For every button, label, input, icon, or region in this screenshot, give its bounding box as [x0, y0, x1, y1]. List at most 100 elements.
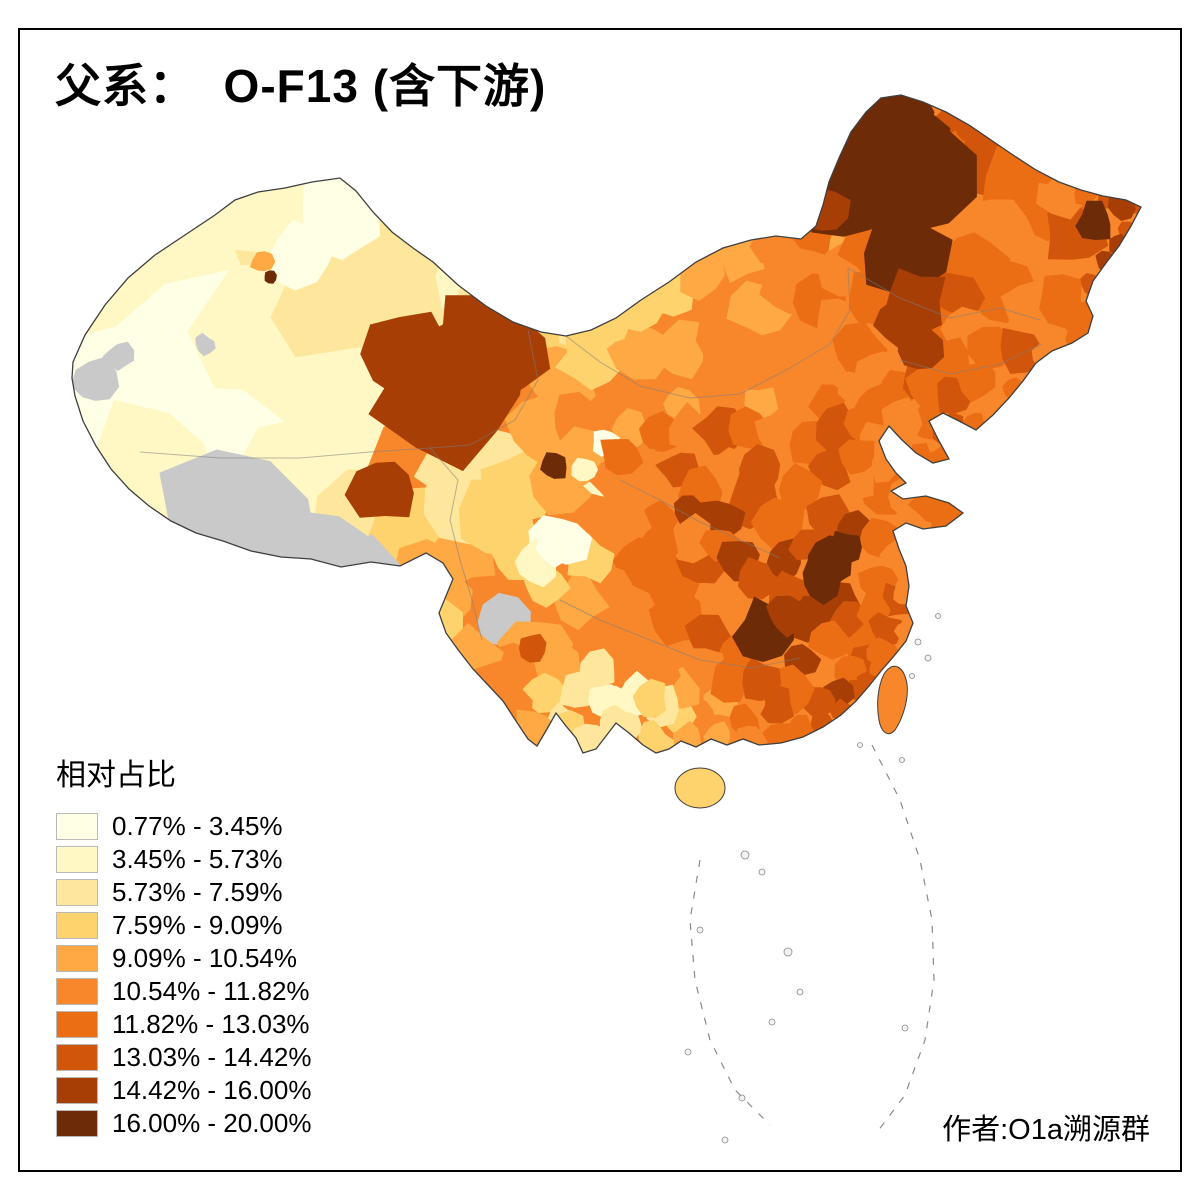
region-patch: [808, 620, 852, 660]
province-border: [899, 343, 1043, 375]
small-island: [857, 742, 863, 748]
region-patch: [864, 214, 953, 294]
small-island: [909, 673, 915, 679]
region-patch: [670, 513, 711, 564]
region-patch: [873, 292, 927, 350]
legend-item: 5.73% - 7.59%: [56, 876, 311, 909]
region-patch: [638, 720, 667, 753]
legend-item: 3.45% - 5.73%: [56, 843, 311, 876]
region-patch: [519, 633, 547, 663]
legend-swatch: [56, 846, 98, 873]
region-patch: [1000, 327, 1042, 374]
province-border: [469, 329, 539, 446]
author-credit: 作者:O1a溯源群: [942, 1114, 1150, 1146]
region-patch: [765, 595, 803, 638]
region-patch: [802, 558, 841, 605]
small-island: [924, 654, 932, 662]
region-patch: [838, 439, 875, 475]
legend-label: 9.09% - 10.54%: [112, 943, 298, 973]
region-patch: [268, 219, 338, 291]
legend-item: 7.59% - 9.09%: [56, 909, 311, 942]
region-patch: [437, 295, 514, 364]
small-island: [696, 926, 704, 934]
region-patch: [249, 251, 276, 271]
legend-label: 13.03% - 14.42%: [112, 1042, 312, 1072]
region-patch: [458, 478, 540, 558]
small-island: [758, 868, 766, 876]
province-border: [565, 267, 851, 399]
legend-label: 3.45% - 5.73%: [112, 844, 283, 874]
legend-swatch: [56, 813, 98, 840]
small-island: [935, 613, 941, 619]
region-patch: [668, 402, 710, 452]
legend-swatch: [56, 978, 98, 1005]
choropleth-layer: [72, 95, 1141, 753]
region-patch: [571, 457, 599, 482]
region-patch: [632, 678, 667, 719]
province-border: [559, 599, 801, 669]
sea-dash-line: [871, 744, 935, 1136]
legend-label: 7.59% - 9.09%: [112, 910, 283, 940]
legend-item: 0.77% - 3.45%: [56, 810, 311, 843]
legend: 相对占比 0.77% - 3.45% 3.45% - 5.73% 5.73% - 7…: [56, 750, 311, 1140]
region-patch: [1075, 200, 1111, 240]
region-patch: [829, 530, 862, 564]
region-patch: [778, 463, 823, 510]
legend-item: 9.09% - 10.54%: [56, 942, 311, 975]
region-patch: [967, 326, 1013, 370]
region-patch: [535, 523, 574, 568]
small-island: [684, 1048, 692, 1056]
legend-swatch: [56, 879, 98, 906]
region-patch: [733, 725, 762, 753]
legend-item: 11.82% - 13.03%: [56, 1008, 311, 1041]
sea-dash-line: [689, 859, 771, 1126]
legend-swatch: [56, 912, 98, 939]
small-island: [768, 1018, 776, 1026]
region-patch: [651, 319, 705, 380]
legend-title: 相对占比: [56, 759, 176, 792]
small-island: [740, 850, 750, 860]
region-patch: [195, 332, 216, 357]
region-patch: [264, 270, 277, 284]
province-border: [429, 447, 483, 641]
region-patch: [958, 360, 996, 403]
small-island: [914, 638, 922, 646]
legend-label: 0.77% - 3.45%: [112, 811, 283, 841]
region-patch: [360, 311, 447, 397]
map-layers: [71, 94, 1142, 1144]
region-patch: [530, 261, 595, 331]
small-island: [796, 988, 804, 996]
legend-item: 13.03% - 14.42%: [56, 1041, 311, 1074]
province-border: [847, 267, 1041, 321]
small-island: [899, 757, 905, 763]
legend-item: 14.42% - 16.00%: [56, 1074, 311, 1107]
region-patch: [540, 452, 567, 479]
legend-swatch: [56, 1044, 98, 1071]
region-patch: [893, 584, 913, 605]
map-title: 父系： O-F13 (含下游): [55, 60, 547, 112]
legend-item: 10.54% - 11.82%: [56, 975, 311, 1008]
province-border: [619, 479, 781, 559]
small-island: [721, 1136, 729, 1144]
legend-swatch: [56, 1110, 98, 1137]
legend-label: 11.82% - 13.03%: [112, 1009, 310, 1039]
region-patch: [72, 356, 120, 401]
region-patch: [600, 439, 644, 476]
taiwan-island: [877, 665, 908, 735]
region-patch: [638, 523, 679, 567]
legend-label: 16.00% - 20.00%: [112, 1108, 312, 1138]
region-patch: [579, 648, 615, 689]
small-island: [783, 947, 793, 957]
legend-items: 0.77% - 3.45% 3.45% - 5.73% 5.73% - 7.59% 7…: [56, 810, 311, 1140]
legend-item: 16.00% - 20.00%: [56, 1107, 311, 1140]
legend-swatch: [56, 1011, 98, 1038]
province-border: [139, 444, 471, 459]
legend-label: 10.54% - 11.82%: [112, 976, 310, 1006]
legend-label: 14.42% - 16.00%: [112, 1075, 312, 1105]
region-patch: [710, 656, 753, 703]
region-patch: [102, 341, 135, 371]
small-island: [738, 1094, 746, 1102]
region-patch: [638, 411, 678, 452]
legend-swatch: [56, 945, 98, 972]
legend-label: 5.73% - 7.59%: [112, 877, 283, 907]
